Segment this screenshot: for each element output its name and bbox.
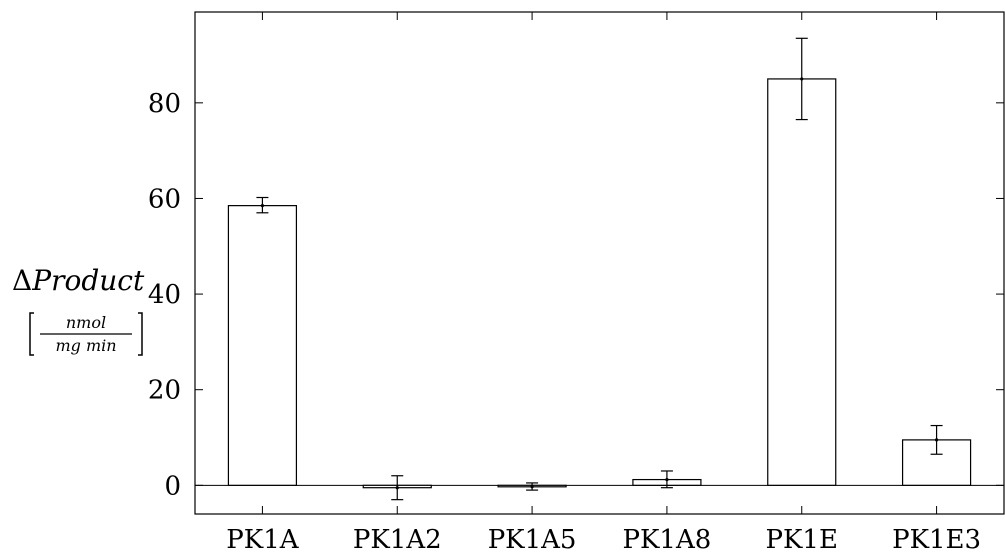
x-tick-label-pk1a2: PK1A2: [353, 525, 442, 555]
x-tick-label-pk1e3: PK1E3: [892, 525, 981, 555]
error-bar-pk1e3: [930, 424, 943, 455]
mean-point: [800, 77, 804, 81]
error-bars: [256, 37, 943, 501]
y-axis-label-text: Product: [31, 264, 145, 297]
y-tick-label-80: 80: [148, 89, 181, 119]
error-bar-pk1a8: [660, 470, 673, 489]
y-axis-label: ΔProduct nmol mg min: [12, 264, 145, 356]
y-axis-label-main: ΔProduct: [12, 264, 145, 297]
y-tick-label-20: 20: [148, 376, 181, 406]
mean-point: [395, 486, 399, 490]
y-axis-unit-left-bracket: [29, 312, 34, 356]
y-tick-label-0: 0: [164, 471, 181, 501]
y-axis-unit-right-bracket: [138, 312, 143, 356]
y-tick-label-40: 40: [148, 280, 181, 310]
x-axis-ticks: PK1A PK1A2 PK1A5 PK1A8 PK1E PK1E3: [226, 12, 981, 555]
mean-point: [260, 204, 265, 208]
plot-border: [194, 11, 1005, 515]
error-bar-pk1a2: [391, 475, 404, 501]
x-tick-label-pk1a8: PK1A8: [623, 525, 712, 555]
bar-pk1e: [767, 78, 837, 486]
bars: [227, 78, 972, 489]
x-tick-label-pk1a5: PK1A5: [488, 525, 577, 555]
bar-pk1a: [227, 205, 298, 486]
x-tick-label-pk1e: PK1E: [766, 525, 838, 555]
error-bar-pk1a5: [526, 482, 539, 491]
y-axis-ticks: 0 20 40 60 80: [148, 89, 1004, 501]
plot-frame: [194, 11, 1005, 515]
y-axis-unit-denominator: mg min: [55, 336, 116, 355]
error-bar-pk1e: [795, 37, 808, 121]
y-axis-unit-numerator: nmol: [66, 313, 106, 332]
y-axis-label-symbol: Δ: [12, 264, 32, 297]
error-bar-pk1a: [256, 196, 269, 214]
x-tick-label-pk1a: PK1A: [226, 525, 299, 555]
y-tick-label-60: 60: [148, 184, 181, 214]
mean-point: [665, 477, 669, 482]
mean-point: [530, 485, 534, 489]
mean-point: [934, 438, 939, 442]
